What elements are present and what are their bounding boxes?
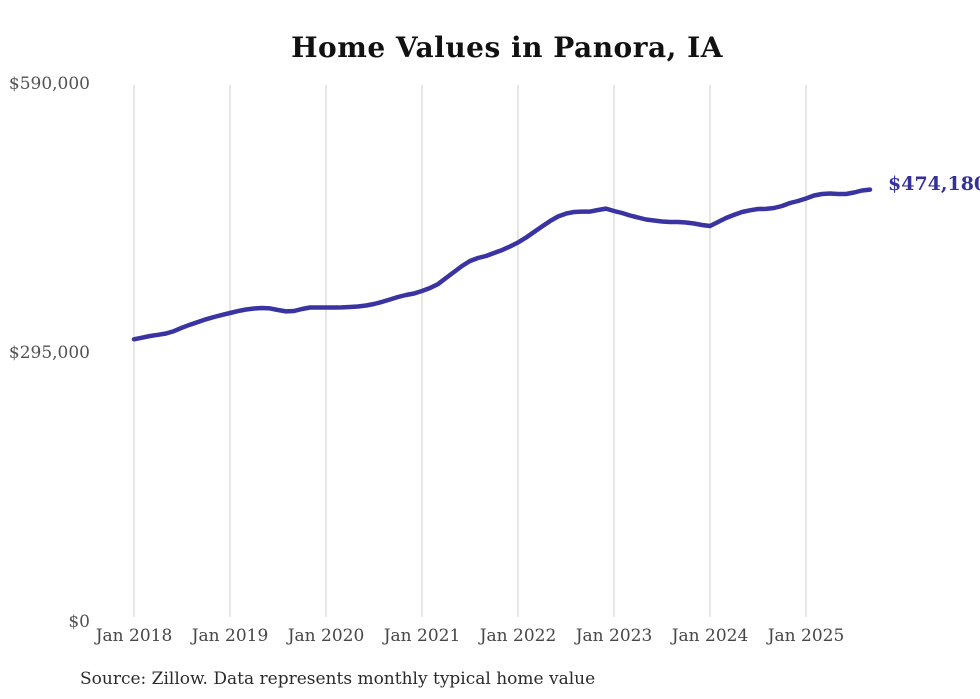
source-note: Source: Zillow. Data represents monthly … xyxy=(80,669,596,689)
x-axis-tick-label: Jan 2024 xyxy=(671,626,749,646)
x-axis-tick-label: Jan 2025 xyxy=(767,626,845,646)
x-axis-tick-label: Jan 2020 xyxy=(287,626,365,646)
home-value-line xyxy=(131,187,873,342)
current-value-label: $474,180 xyxy=(888,172,980,195)
y-axis-tick-label: $295,000 xyxy=(8,343,90,363)
y-axis-tick-label: $590,000 xyxy=(8,74,90,94)
x-axis-tick-label: Jan 2023 xyxy=(575,626,653,646)
x-axis-tick-label: Jan 2022 xyxy=(479,626,557,646)
chart-title: Home Values in Panora, IA xyxy=(291,31,723,64)
x-axis-tick-label: Jan 2021 xyxy=(383,626,461,646)
x-axis-tick-label: Jan 2019 xyxy=(191,626,269,646)
x-axis-tick-label: Jan 2018 xyxy=(95,626,173,646)
y-axis-tick-label: $0 xyxy=(68,612,90,632)
